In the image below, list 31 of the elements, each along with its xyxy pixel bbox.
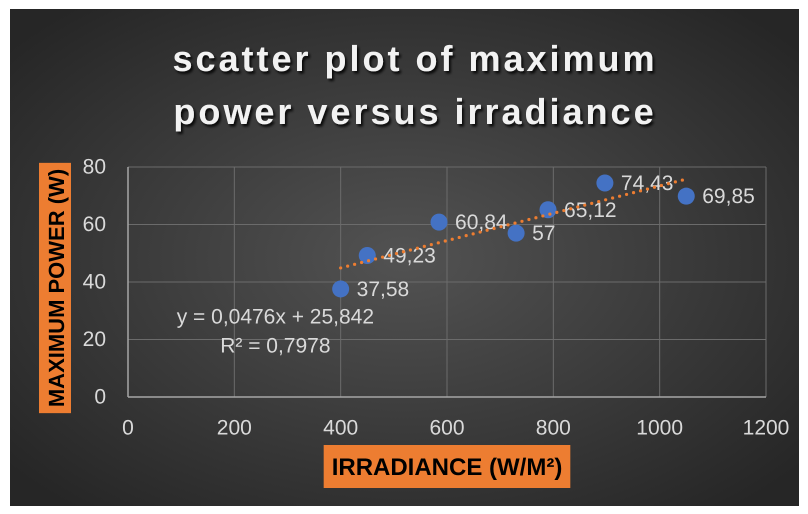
y-tick-label: 0: [94, 386, 106, 408]
data-label: 60,84: [455, 210, 508, 234]
y-tick-label: 80: [82, 156, 106, 178]
y-axis-title: MAXIMUM POWER (W): [44, 168, 68, 408]
data-label: 37,58: [356, 277, 410, 300]
x-tick-label: 600: [429, 416, 465, 440]
y-tick-label: 20: [82, 328, 106, 351]
annotation: R² = 0,7978: [220, 334, 331, 357]
y-tick-label: 40: [82, 270, 106, 294]
point: [332, 280, 350, 298]
point: [678, 188, 695, 205]
point: [596, 174, 614, 192]
x-tick-label: 0: [122, 416, 134, 440]
point: [508, 224, 525, 242]
x-tick-label: 1000: [636, 416, 684, 440]
x-axis-title: IRRADIANCE (W/M²): [332, 454, 562, 480]
data-label: 65,12: [564, 198, 617, 222]
point: [430, 214, 448, 231]
point: [540, 201, 557, 218]
point: [358, 246, 376, 264]
annotation: y = 0,0476x + 25,842: [176, 305, 374, 328]
data-label: 57: [532, 222, 556, 245]
data-label: 69,85: [702, 184, 755, 208]
chart-title: scatter plot of maximum power versus irradiance: [172, 38, 658, 132]
x-tick-label: 800: [536, 416, 571, 440]
x-tick-label: 400: [323, 416, 358, 440]
data-label: 49,23: [383, 244, 436, 267]
x-tick-label: 200: [216, 416, 252, 440]
x-tick-label: 1200: [742, 416, 790, 440]
y-tick-label: 60: [82, 213, 106, 236]
data-label: 74,43: [620, 172, 674, 195]
